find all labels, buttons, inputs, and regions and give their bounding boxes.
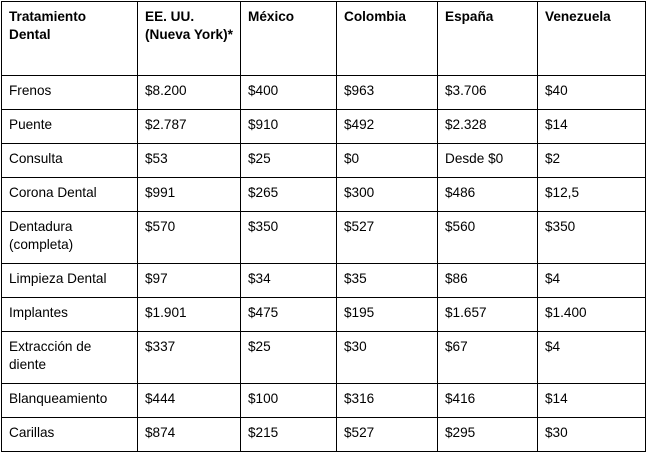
table-cell: $527 xyxy=(336,417,438,452)
table-row: Dentadura (completa) $570 $350 $527 $560… xyxy=(1,211,646,264)
table-cell: $416 xyxy=(437,383,538,418)
table-cell: $86 xyxy=(437,263,538,298)
table-cell: $560 xyxy=(437,211,538,264)
table-cell: $4 xyxy=(537,331,646,384)
table-cell: $53 xyxy=(137,143,241,178)
table-cell: $34 xyxy=(240,263,337,298)
table-cell: $300 xyxy=(336,177,438,212)
table-row: Carillas $874 $215 $527 $295 $30 xyxy=(1,417,646,452)
table-cell: $295 xyxy=(437,417,538,452)
table-row: Implantes $1.901 $475 $195 $1.657 $1.400 xyxy=(1,297,646,332)
table-cell: $991 xyxy=(137,177,241,212)
table-cell: $2 xyxy=(537,143,646,178)
table-cell: Blanqueamiento xyxy=(1,383,138,418)
header-cell-colombia: Colombia xyxy=(336,1,438,76)
table-cell: $195 xyxy=(336,297,438,332)
table-cell: Desde $0 xyxy=(437,143,538,178)
table-cell: $2.787 xyxy=(137,109,241,144)
table-cell: $444 xyxy=(137,383,241,418)
table-row: Limpieza Dental $97 $34 $35 $86 $4 xyxy=(1,263,646,298)
table-cell: Frenos xyxy=(1,75,138,110)
table-cell: $67 xyxy=(437,331,538,384)
table-row: Frenos $8.200 $400 $963 $3.706 $40 xyxy=(1,75,646,110)
table-cell: $35 xyxy=(336,263,438,298)
header-cell-venezuela: Venezuela xyxy=(537,1,646,76)
table-cell: $316 xyxy=(336,383,438,418)
table-cell: Limpieza Dental xyxy=(1,263,138,298)
table-cell: $100 xyxy=(240,383,337,418)
table-cell: $492 xyxy=(336,109,438,144)
table-cell: $12,5 xyxy=(537,177,646,212)
table-row: Corona Dental $991 $265 $300 $486 $12,5 xyxy=(1,177,646,212)
table-cell: Puente xyxy=(1,109,138,144)
table-cell: $400 xyxy=(240,75,337,110)
table-cell: Extracción de diente xyxy=(1,331,138,384)
table-cell: $265 xyxy=(240,177,337,212)
header-cell-usa: EE. UU. (Nueva York)* xyxy=(137,1,241,76)
table-cell: $1.657 xyxy=(437,297,538,332)
table-cell: $30 xyxy=(336,331,438,384)
table-header-row: Tratamiento Dental EE. UU. (Nueva York)*… xyxy=(1,1,646,76)
table-cell: $14 xyxy=(537,383,646,418)
table-row: Blanqueamiento $444 $100 $316 $416 $14 xyxy=(1,383,646,418)
table-cell: $8.200 xyxy=(137,75,241,110)
table-cell: $350 xyxy=(240,211,337,264)
header-cell-mexico: México xyxy=(240,1,337,76)
table-cell: $25 xyxy=(240,143,337,178)
header-cell-spain: España xyxy=(437,1,538,76)
table-row: Puente $2.787 $910 $492 $2.328 $14 xyxy=(1,109,646,144)
table-cell: $97 xyxy=(137,263,241,298)
table-cell: $14 xyxy=(537,109,646,144)
table-cell: Implantes xyxy=(1,297,138,332)
table-cell: $1.901 xyxy=(137,297,241,332)
table-cell: $25 xyxy=(240,331,337,384)
table-cell: Carillas xyxy=(1,417,138,452)
table-cell: $350 xyxy=(537,211,646,264)
table-cell: $963 xyxy=(336,75,438,110)
table-cell: $40 xyxy=(537,75,646,110)
table-cell: $0 xyxy=(336,143,438,178)
header-cell-treatment: Tratamiento Dental xyxy=(1,1,138,76)
table-cell: $910 xyxy=(240,109,337,144)
table-cell: $527 xyxy=(336,211,438,264)
table-cell: Consulta xyxy=(1,143,138,178)
table-cell: $2.328 xyxy=(437,109,538,144)
table-cell: $874 xyxy=(137,417,241,452)
table-cell: Corona Dental xyxy=(1,177,138,212)
table-cell: $1.400 xyxy=(537,297,646,332)
table-cell: $337 xyxy=(137,331,241,384)
table-row: Extracción de diente $337 $25 $30 $67 $4 xyxy=(1,331,646,384)
table-cell: Dentadura (completa) xyxy=(1,211,138,264)
table-cell: $4 xyxy=(537,263,646,298)
table-row: Consulta $53 $25 $0 Desde $0 $2 xyxy=(1,143,646,178)
table-cell: $486 xyxy=(437,177,538,212)
table-cell: $475 xyxy=(240,297,337,332)
table-cell: $215 xyxy=(240,417,337,452)
table-cell: $30 xyxy=(537,417,646,452)
table-cell: $3.706 xyxy=(437,75,538,110)
table-cell: $570 xyxy=(137,211,241,264)
